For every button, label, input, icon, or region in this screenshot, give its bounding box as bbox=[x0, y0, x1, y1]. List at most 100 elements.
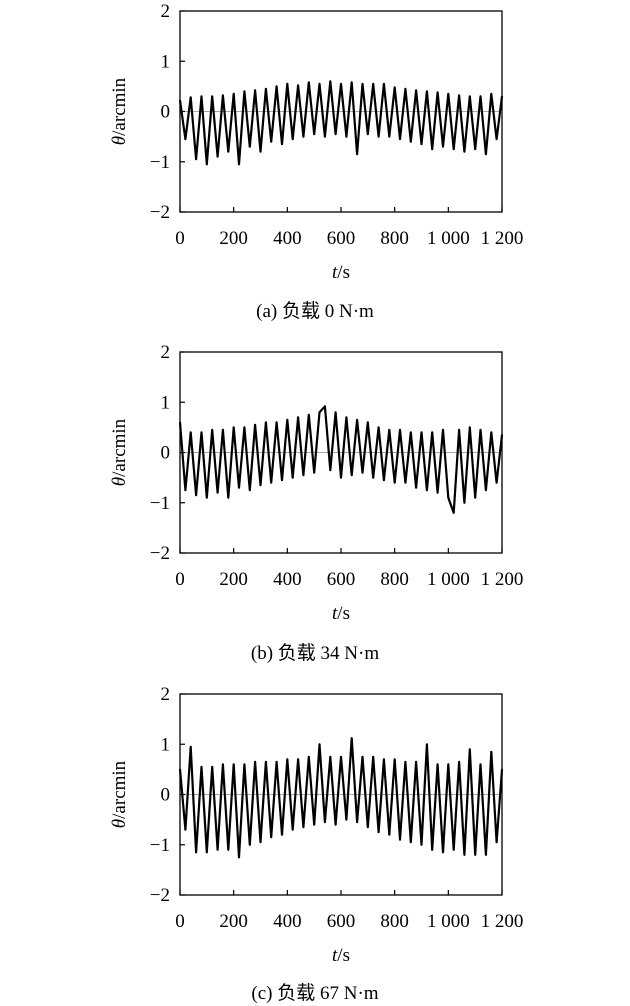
y-axis-label: θ/arcmin bbox=[109, 418, 130, 486]
data-point bbox=[179, 99, 181, 102]
x-tick-label: 800 bbox=[380, 911, 409, 932]
y-tick-label: 2 bbox=[161, 342, 171, 363]
data-point bbox=[383, 758, 385, 761]
data-point bbox=[286, 758, 289, 761]
data-point bbox=[189, 745, 192, 748]
data-point bbox=[383, 82, 385, 85]
data-point bbox=[227, 150, 230, 153]
data-point bbox=[248, 145, 251, 148]
data-point bbox=[495, 481, 498, 484]
data-point bbox=[409, 841, 412, 844]
data-point bbox=[372, 476, 375, 479]
data-point bbox=[501, 434, 503, 436]
caption-c: (c) 负载 67 N·m bbox=[251, 983, 379, 1004]
x-tick-label: 0 bbox=[175, 911, 185, 932]
data-point bbox=[431, 148, 434, 151]
data-point bbox=[485, 489, 487, 492]
data-point bbox=[452, 511, 455, 514]
data-point bbox=[340, 755, 342, 758]
data-point bbox=[468, 748, 471, 751]
data-point bbox=[243, 763, 246, 766]
data-point bbox=[463, 501, 466, 504]
data-point bbox=[436, 763, 439, 766]
data-point bbox=[184, 828, 187, 831]
data-point bbox=[345, 135, 348, 138]
chart-panel-b: 2 1 0 −1 −2 0 200 400 600 800 1 000 1 200 θ/arcmin t/… bbox=[0, 341, 630, 676]
data-point bbox=[281, 479, 283, 482]
data-point bbox=[415, 486, 418, 489]
y-tick-label: −2 bbox=[150, 543, 170, 564]
data-point bbox=[179, 421, 181, 424]
y-tick-label: 0 bbox=[161, 785, 171, 806]
data-point bbox=[179, 768, 181, 771]
data-point bbox=[200, 95, 203, 98]
data-point bbox=[442, 428, 444, 431]
data-point bbox=[302, 474, 305, 477]
data-point bbox=[468, 426, 471, 429]
data-point bbox=[485, 853, 487, 856]
data-point bbox=[452, 848, 455, 851]
data-point bbox=[447, 763, 450, 766]
data-point bbox=[313, 471, 316, 474]
data-point bbox=[184, 138, 187, 141]
data-point bbox=[490, 750, 493, 753]
data-point bbox=[270, 481, 273, 484]
data-point bbox=[248, 489, 251, 492]
x-tick-label: 400 bbox=[273, 228, 302, 249]
data-point bbox=[259, 841, 262, 844]
data-point bbox=[388, 833, 391, 836]
data-point bbox=[415, 89, 418, 92]
data-point bbox=[232, 93, 235, 95]
data-point bbox=[264, 421, 267, 424]
data-point bbox=[399, 138, 401, 141]
data-point bbox=[420, 143, 423, 146]
data-point bbox=[350, 81, 353, 84]
data-point bbox=[254, 760, 257, 763]
data-point bbox=[211, 428, 214, 431]
y-tick-label: −2 bbox=[150, 885, 170, 906]
data-point bbox=[200, 431, 203, 434]
data-point bbox=[425, 743, 428, 746]
data-point bbox=[458, 94, 460, 97]
data-point bbox=[372, 82, 375, 85]
y-tick-label: −1 bbox=[150, 835, 170, 856]
data-point bbox=[254, 89, 257, 92]
data-point bbox=[350, 737, 353, 740]
data-point bbox=[420, 843, 423, 846]
data-point bbox=[329, 755, 332, 758]
x-tick-label: 1 200 bbox=[481, 228, 524, 249]
data-point bbox=[442, 851, 444, 854]
data-point bbox=[334, 823, 337, 826]
data-point bbox=[318, 743, 321, 746]
caption-a: (a) 负载 0 N·m bbox=[256, 301, 374, 322]
data-point bbox=[270, 836, 273, 839]
data-point bbox=[501, 95, 503, 98]
data-point bbox=[490, 93, 493, 95]
chart-panel-c: 2 1 0 −1 −2 0 200 400 600 800 1 000 1 200 θ/arcmin t/… bbox=[0, 683, 630, 1006]
data-point bbox=[463, 853, 466, 856]
data-point bbox=[404, 87, 407, 90]
x-tick-label: 200 bbox=[219, 911, 248, 932]
data-point bbox=[238, 856, 240, 859]
y-tick-label: 0 bbox=[161, 443, 171, 464]
data-point bbox=[205, 163, 208, 166]
data-point bbox=[415, 760, 418, 763]
data-point bbox=[297, 416, 299, 419]
y-tick-label: 2 bbox=[161, 684, 171, 705]
data-point bbox=[205, 851, 208, 854]
data-point bbox=[388, 428, 391, 431]
data-point bbox=[425, 90, 428, 93]
x-tick-label: 0 bbox=[175, 228, 185, 249]
data-point bbox=[393, 481, 396, 484]
data-point bbox=[307, 81, 310, 84]
x-tick-label: 800 bbox=[380, 228, 409, 249]
x-tick-label: 600 bbox=[327, 911, 356, 932]
y-tick-label: −1 bbox=[150, 493, 170, 514]
x-axis-label: t/s bbox=[332, 603, 350, 624]
data-point bbox=[291, 138, 294, 141]
data-point bbox=[447, 93, 450, 95]
y-tick-label: 0 bbox=[161, 102, 171, 123]
x-tick-label: 1 000 bbox=[427, 911, 470, 932]
data-point bbox=[399, 838, 401, 841]
data-point bbox=[307, 755, 310, 758]
